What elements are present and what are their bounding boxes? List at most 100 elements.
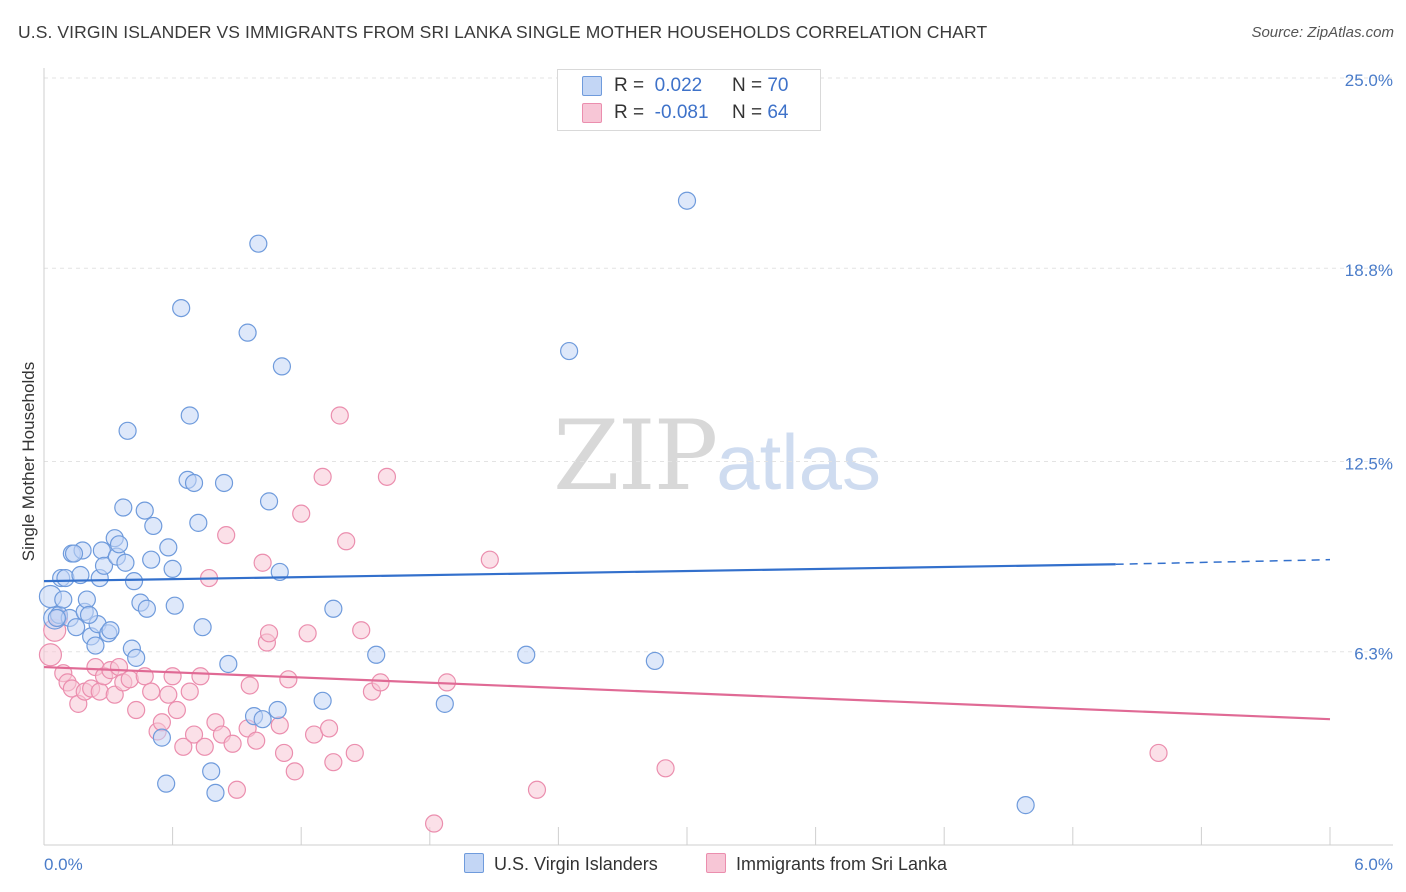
y-tick-label: 25.0% <box>1345 71 1393 90</box>
sri-lanka-point <box>319 719 339 738</box>
sri-lanka-point <box>1149 743 1168 763</box>
correlation-legend: R = 0.022 N = 70 R = -0.081 N = 64 <box>557 69 821 131</box>
chart-title: U.S. VIRGIN ISLANDER VS IMMIGRANTS FROM … <box>18 22 988 42</box>
bottom-legend-swatch-blue <box>464 853 484 873</box>
trend-line-sri-lanka <box>43 665 1331 721</box>
virgin-islanders-point <box>144 516 163 536</box>
virgin-islanders-point <box>238 323 257 342</box>
virgin-islanders-point <box>677 191 697 210</box>
legend-n-label: N = <box>731 102 763 123</box>
virgin-islanders-point <box>219 654 238 674</box>
virgin-islanders-point <box>79 605 99 625</box>
sri-lanka-point <box>527 780 547 799</box>
sri-lanka-point <box>184 725 204 744</box>
bottom-legend-label: U.S. Virgin Islanders <box>494 854 658 874</box>
y-tick-label: 18.8% <box>1345 261 1393 280</box>
virgin-islanders-point <box>77 590 96 609</box>
sri-lanka-point <box>247 731 266 750</box>
virgin-islanders-point <box>94 556 114 575</box>
series-sri-lanka <box>38 406 1168 833</box>
virgin-islanders-point <box>184 473 204 493</box>
sri-lanka-point <box>195 737 214 756</box>
watermark-zip: ZIP <box>553 400 718 512</box>
virgin-islanders-point <box>313 691 332 710</box>
sri-lanka-point <box>330 406 349 425</box>
virgin-islanders-point <box>270 562 289 582</box>
sri-lanka-point <box>480 550 499 569</box>
sri-lanka-point <box>377 467 397 486</box>
sri-lanka-point <box>337 532 356 551</box>
legend-n-label: N = <box>731 75 763 96</box>
sri-lanka-point <box>163 667 182 686</box>
chart-source: Source: ZipAtlas.com <box>1251 24 1394 41</box>
virgin-islanders-point <box>272 357 292 376</box>
virgin-islanders-point <box>206 783 225 802</box>
grid-lines <box>44 77 1393 653</box>
virgin-islanders-point <box>214 473 234 493</box>
y-tick-label: 6.3% <box>1354 645 1393 664</box>
legend-text: R = 0.022 N = 70 <box>614 74 788 98</box>
virgin-islanders-point <box>189 513 208 532</box>
legend-swatch-pink <box>582 103 602 123</box>
virgin-islanders-point <box>124 572 144 591</box>
virgin-islanders-point <box>163 559 182 578</box>
virgin-islanders-point <box>259 492 279 511</box>
sri-lanka-point <box>371 673 390 692</box>
virgin-islanders-point <box>67 618 86 637</box>
legend-r-value: 0.022 <box>654 75 703 96</box>
virgin-islanders-point <box>202 762 221 781</box>
x-tick-label-end: 6.0% <box>1354 855 1393 874</box>
sri-lanka-point <box>217 526 236 545</box>
axis-labels: 25.0% 18.8% 12.5% 6.3% 0.0% 6.0% Single Mother… <box>19 71 1393 874</box>
bottom-legend-virgin-islanders: U.S. Virgin Islanders <box>464 852 658 876</box>
legend-r-value: -0.081 <box>654 102 709 123</box>
sri-lanka-point <box>38 643 63 667</box>
virgin-islanders-point <box>560 341 579 361</box>
virgin-islanders-point <box>435 694 454 713</box>
legend-r-label: R = <box>614 75 645 96</box>
sri-lanka-point <box>159 685 178 704</box>
virgin-islanders-point <box>86 636 105 655</box>
virgin-islanders-point <box>47 608 66 628</box>
series-virgin-islanders <box>38 191 1035 815</box>
virgin-islanders-point <box>142 550 161 569</box>
sri-lanka-point <box>90 682 109 701</box>
virgin-islanders-point <box>268 700 287 720</box>
trend-lines <box>43 558 1331 721</box>
sri-lanka-point <box>313 467 332 486</box>
sri-lanka-point <box>345 743 364 763</box>
sri-lanka-point <box>174 737 193 756</box>
trend-line-virgin-islanders-extension <box>1115 558 1331 566</box>
x-tick-label-start: 0.0% <box>44 855 83 874</box>
virgin-islanders-point <box>109 535 129 554</box>
legend-text: R = -0.081 N = 64 <box>614 101 788 125</box>
sri-lanka-point <box>127 700 146 720</box>
sri-lanka-point <box>105 685 124 704</box>
virgin-islanders-point <box>54 590 73 609</box>
virgin-islanders-point <box>101 621 120 640</box>
virgin-islanders-point <box>193 618 212 637</box>
sri-lanka-point <box>240 676 259 695</box>
sri-lanka-point <box>274 743 294 763</box>
legend-r-label: R = <box>614 102 645 123</box>
bottom-legend-swatch-pink <box>706 853 726 873</box>
virgin-islanders-point <box>249 234 268 253</box>
bottom-legend-label: Immigrants from Sri Lanka <box>736 854 948 874</box>
sri-lanka-point <box>285 762 304 781</box>
virgin-islanders-point <box>172 299 191 318</box>
axes <box>43 68 1393 846</box>
virgin-islanders-point <box>152 728 171 747</box>
virgin-islanders-point <box>56 568 75 588</box>
virgin-islanders-point <box>324 599 343 618</box>
virgin-islanders-point <box>71 565 90 585</box>
sri-lanka-point <box>167 700 186 720</box>
sri-lanka-point <box>191 667 210 686</box>
virgin-islanders-point <box>137 599 156 618</box>
sri-lanka-point <box>270 716 289 735</box>
y-tick-label: 12.5% <box>1345 455 1393 474</box>
virgin-islanders-point <box>64 544 84 563</box>
trend-line-virgin-islanders <box>43 563 1116 583</box>
sri-lanka-point <box>152 713 171 732</box>
sri-lanka-point <box>259 624 279 643</box>
legend-n-value: 70 <box>767 75 789 96</box>
